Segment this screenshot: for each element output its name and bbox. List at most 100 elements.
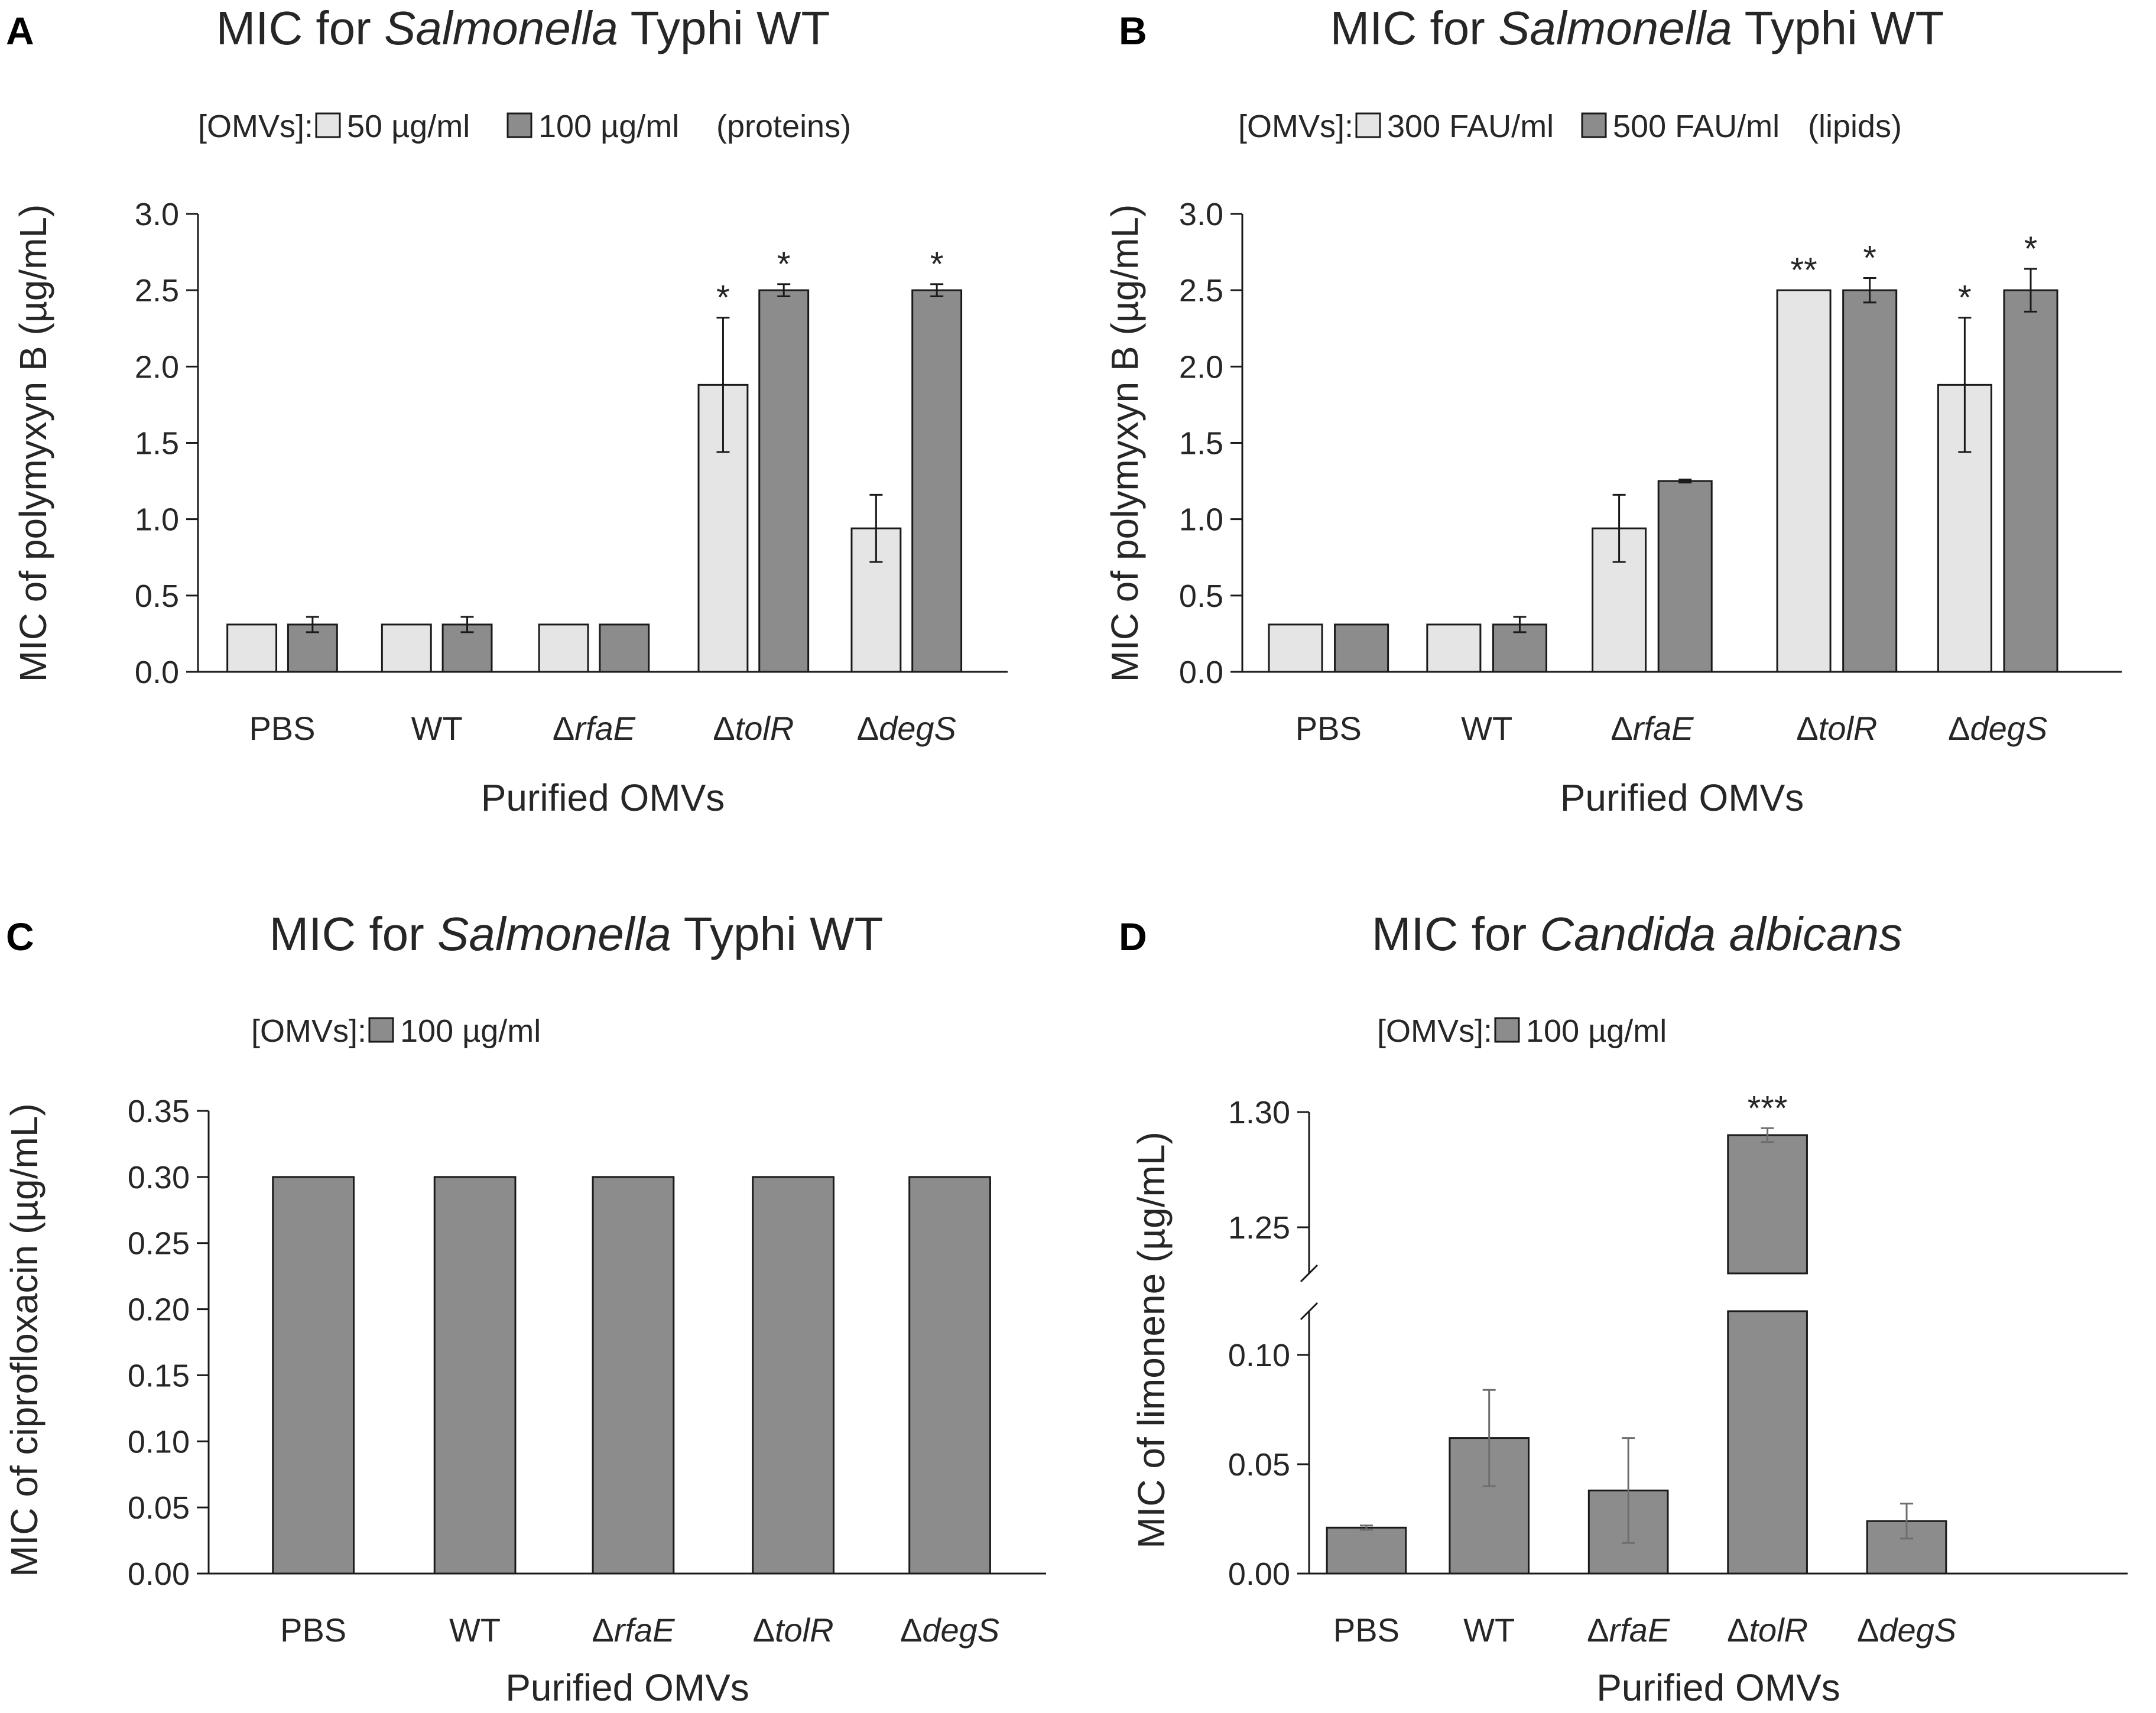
bars: ***	[1326, 1089, 1947, 1575]
bar	[1268, 623, 1323, 673]
y-tick-label: 0.10	[1228, 1338, 1290, 1373]
y-tick-label: 1.25	[1228, 1210, 1290, 1246]
x-tick-label-part: Δ	[1796, 710, 1818, 747]
bar	[758, 289, 810, 673]
x-tick-label: ΔdegS	[900, 1611, 999, 1649]
y-tick-label: 1.30	[1228, 1095, 1290, 1130]
x-tick-label-part: Δ	[1948, 710, 1970, 747]
x-tick-label-part: WT	[449, 1611, 501, 1649]
x-tick-label-part: degS	[879, 710, 956, 747]
legend: [OMVs]: 50 µg/ml 100 µg/ml (proteins)	[198, 109, 851, 144]
y-tick-label: 0.35	[128, 1094, 190, 1129]
x-tick-label: WT	[449, 1611, 501, 1649]
x-tick-label-part: Δ	[1610, 710, 1632, 747]
panel-label: B	[1119, 9, 1147, 53]
x-tick-label-part: Δ	[592, 1611, 613, 1649]
chart-title-part: MIC for	[270, 908, 437, 960]
x-tick-label: WT	[1461, 710, 1512, 747]
legend-label: 50 µg/ml	[347, 109, 470, 144]
legend-label: 100 µg/ml	[400, 1013, 541, 1049]
x-tick-label-part: PBS	[280, 1611, 346, 1649]
bar	[1776, 289, 1832, 673]
y-tick-label: 0.5	[135, 578, 179, 614]
panel-d: D MIC for Candida albicans [OMVs]: 100 µg/m…	[1119, 908, 2128, 1709]
bars: ***	[226, 245, 963, 673]
chart-title-part: MIC for	[216, 2, 384, 54]
x-tick-label-part: degS	[922, 1611, 999, 1649]
panel-c: C MIC for Salmonella Typhi WT [OMVs]: 100 µ…	[3, 908, 1046, 1709]
bar	[441, 623, 493, 673]
x-tick-label-part: tolR	[775, 1611, 834, 1649]
legend-prefix: [OMVs]:	[251, 1013, 366, 1049]
legend-swatch	[506, 112, 532, 138]
legend-prefix: [OMVs]:	[198, 109, 313, 144]
x-tick-label-part: Δ	[753, 1611, 775, 1649]
chart-title-part: MIC for	[1372, 908, 1540, 960]
y-tick-label: 0.5	[1179, 578, 1223, 614]
y-tick-label: 0.05	[128, 1490, 190, 1526]
significance-marker: *	[716, 279, 730, 317]
legend-label: 100 µg/ml	[1526, 1013, 1667, 1049]
bars	[272, 1176, 991, 1575]
x-tick-label-part: rfaE	[1609, 1611, 1670, 1649]
bars: ** ***	[1268, 230, 2058, 673]
x-tick-label: PBS	[249, 710, 315, 747]
x-tick-label: ΔtolR	[1796, 710, 1877, 747]
axis-break-mark	[1300, 1264, 1319, 1283]
y-tick-label: 0.05	[1228, 1447, 1290, 1483]
bar	[1334, 623, 1389, 673]
significance-marker: *	[2024, 230, 2038, 268]
x-tick-label-part: Δ	[857, 710, 879, 747]
y-tick-label: 2.5	[1179, 273, 1223, 308]
significance-marker: *	[777, 245, 791, 284]
y-tick-label: 0.00	[128, 1556, 190, 1592]
x-tick-label-part: WT	[1461, 710, 1512, 747]
chart-title-part: Salmonella	[1498, 2, 1732, 54]
y-axis-label: MIC of polymyxyn B (µg/mL)	[12, 204, 54, 682]
axes: 0.00 0.05 0.10 0.15 0.20 0.25 0.30 0.35	[128, 1094, 1046, 1592]
x-tick-label-part: Δ	[1857, 1611, 1879, 1649]
bar	[1727, 1134, 1808, 1275]
legend: [OMVs]: 300 FAU/ml 500 FAU/ml (lipids)	[1238, 109, 1902, 144]
x-tick-label: ΔrfaE	[592, 1611, 675, 1649]
chart-title-part: Typhi WT	[1732, 2, 1944, 54]
panel-b: B MIC for Salmonella Typhi WT [OMVs]: 300 F…	[1103, 2, 2122, 819]
x-tick-label: ΔdegS	[1948, 710, 2047, 747]
bar	[433, 1176, 517, 1575]
x-tick-label-part: rfaE	[614, 1611, 675, 1649]
x-tick-label-part: WT	[1463, 1611, 1515, 1649]
x-tick-label-part: Δ	[1587, 1611, 1609, 1649]
panel-a: A MIC for Salmonella Typhi WT [OMVs]: 50 µg…	[6, 2, 1008, 819]
chart-title: MIC for Salmonella Typhi WT	[270, 908, 884, 960]
y-tick-label: 3.0	[1179, 197, 1223, 232]
y-tick-label: 1.5	[135, 426, 179, 461]
x-tick-label: ΔtolR	[753, 1611, 834, 1649]
x-tick-label: ΔdegS	[857, 710, 956, 747]
x-tick-label-part: degS	[1970, 710, 2047, 747]
x-tick-label: ΔrfaE	[553, 710, 636, 747]
y-tick-label: 1.0	[135, 502, 179, 538]
bar	[752, 1176, 835, 1575]
x-tick-label: ΔtolR	[713, 710, 794, 747]
x-tick-label-part: Δ	[713, 710, 735, 747]
y-axis-label: MIC of limonene (µg/mL)	[1130, 1132, 1173, 1549]
y-tick-label: 1.5	[1179, 426, 1223, 461]
chart-title: MIC for Salmonella Typhi WT	[1330, 2, 1944, 54]
panel-label: A	[6, 9, 34, 53]
bar	[1727, 1310, 1808, 1575]
chart-title-part: Salmonella	[384, 2, 618, 54]
chart-title: MIC for Salmonella Typhi WT	[216, 2, 830, 54]
x-tick-label-part: Δ	[1727, 1611, 1749, 1649]
y-tick-label: 2.0	[135, 349, 179, 385]
legend-label: 100 µg/ml	[538, 109, 679, 144]
bar	[538, 623, 589, 673]
y-tick-label: 0.15	[128, 1358, 190, 1393]
legend-suffix: (proteins)	[716, 109, 851, 144]
legend-label: 500 FAU/ml	[1613, 109, 1780, 144]
y-tick-label: 0.20	[128, 1292, 190, 1328]
y-tick-label: 0.30	[128, 1160, 190, 1195]
y-tick-label: 3.0	[135, 197, 179, 232]
x-tick-label-part: rfaE	[1633, 710, 1694, 747]
x-tick-label: WT	[411, 710, 463, 747]
